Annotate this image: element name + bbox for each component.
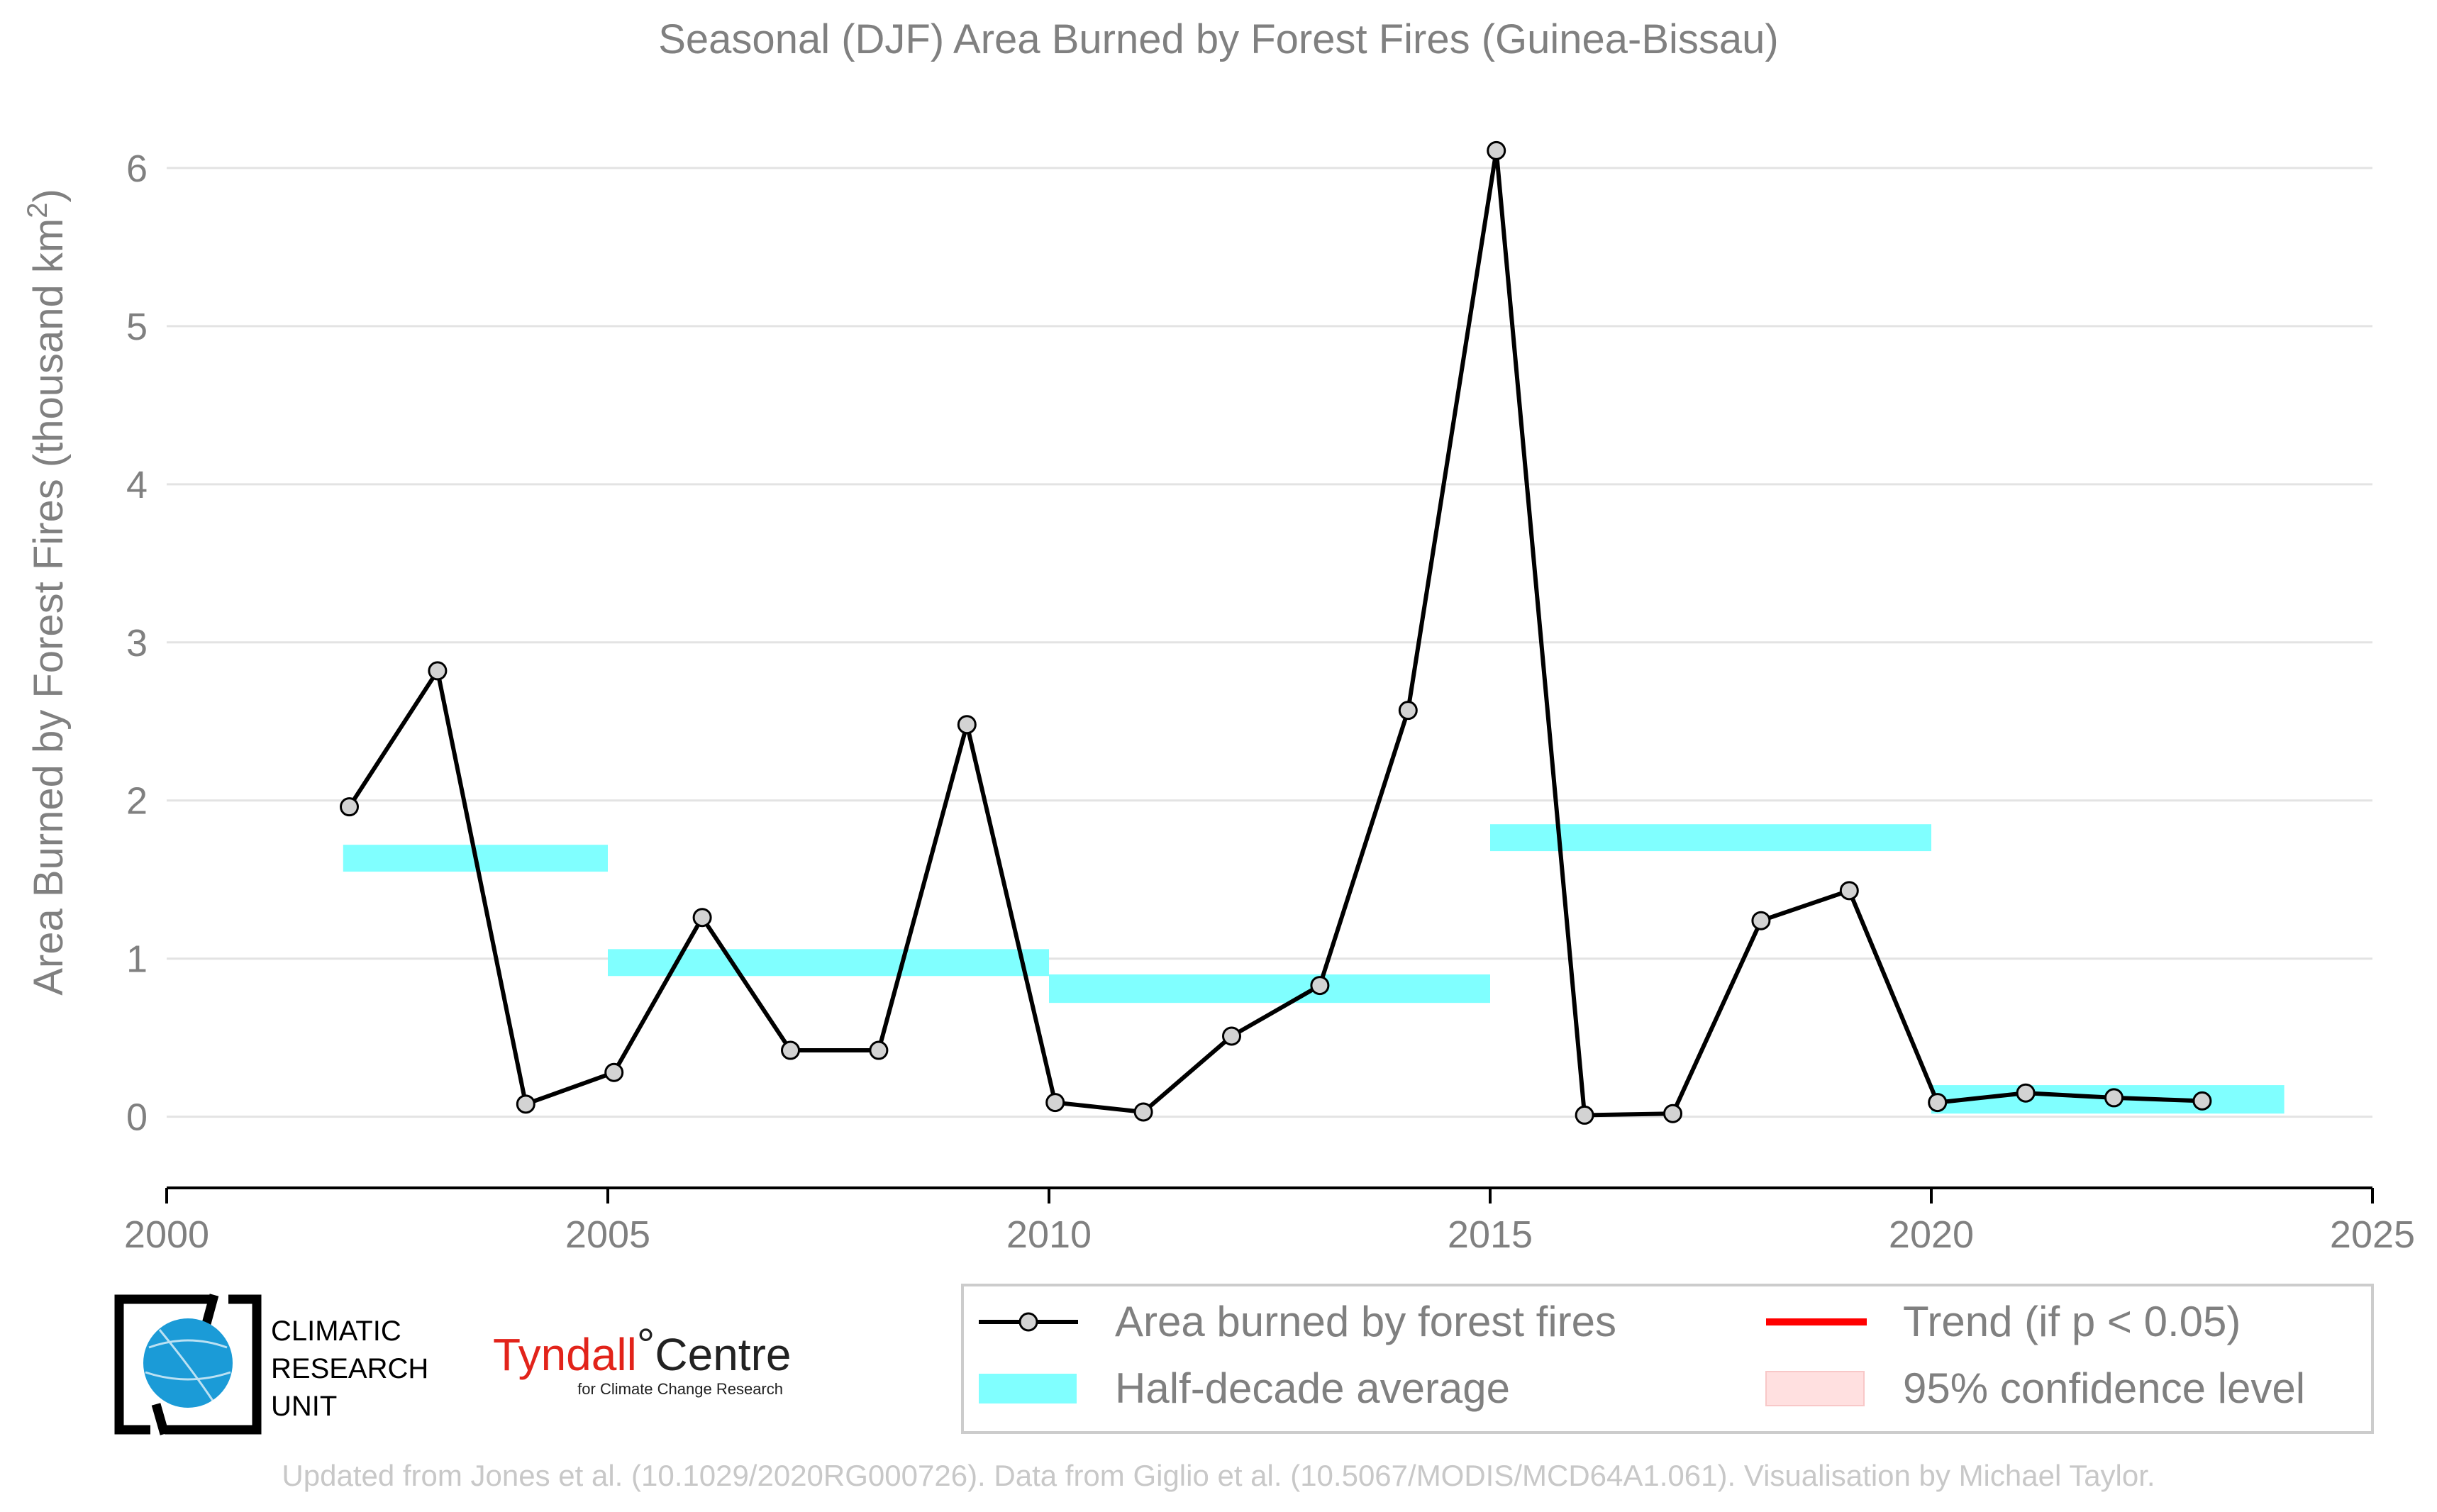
legend-confidence-label: 95% confidence level	[1903, 1364, 2305, 1412]
x-tick-label-2000: 2000	[124, 1213, 209, 1256]
data-point-2023	[2192, 1091, 2212, 1111]
x-tick-label-2025: 2025	[2330, 1213, 2415, 1256]
half-decade-band-1	[608, 949, 1049, 977]
y-tick-label-4: 4	[126, 464, 148, 506]
data-point-2022	[2104, 1088, 2124, 1108]
y-tick-label-0: 0	[126, 1096, 148, 1139]
data-point-2003	[428, 661, 448, 681]
data-point-2012	[1222, 1026, 1242, 1046]
data-point-2006	[692, 908, 712, 928]
cru-logo-slash-top	[201, 1294, 219, 1328]
grid-lines	[167, 167, 2372, 1118]
data-point-2010	[1045, 1093, 1065, 1113]
data-point-2002	[340, 797, 360, 817]
x-tick-label-2020: 2020	[1889, 1213, 1974, 1256]
cru-logo: CLIMATIC RESEARCH UNIT	[114, 1294, 428, 1435]
chart-title: Seasonal (DJF) Area Burned by Forest Fir…	[658, 16, 1779, 62]
data-point-2015	[1487, 140, 1506, 160]
half-decade-band-3	[1490, 824, 1931, 852]
data-point-2019	[1839, 881, 1859, 901]
legend-half-decade-swatch	[979, 1374, 1077, 1403]
data-point-2017	[1663, 1104, 1683, 1123]
tyndall-logo: Tyndall°Centre for Climate Change Resear…	[493, 1319, 791, 1398]
data-point-2007	[781, 1040, 801, 1060]
y-axis-label: Area Burned by Forest Fires (thousand km…	[22, 189, 72, 996]
data-point-2020	[1928, 1093, 1948, 1113]
legend-confidence-swatch	[1765, 1371, 1865, 1406]
data-point-2016	[1575, 1105, 1594, 1125]
data-point-2005	[604, 1062, 624, 1082]
cru-logo-line-3: UNIT	[271, 1391, 337, 1422]
y-tick-label-6: 6	[126, 148, 148, 190]
x-axis: 2000 2005 2010 2015 2020 2025	[124, 1186, 2415, 1256]
cru-logo-slash-bottom	[151, 1403, 170, 1435]
data-point-2008	[869, 1040, 889, 1060]
half-decade-band-2	[1049, 974, 1490, 1004]
legend-series-label: Area burned by forest fires	[1115, 1298, 1616, 1345]
data-point-2013	[1310, 976, 1330, 996]
data-point-2014	[1398, 701, 1418, 721]
data-series	[340, 140, 2212, 1125]
globe-icon-lines	[145, 1329, 231, 1401]
data-point-2018	[1751, 911, 1771, 930]
half-decade-bands	[343, 824, 2285, 1114]
data-point-2009	[957, 715, 977, 735]
y-axis: 0 1 2 3 4 5 6	[126, 148, 148, 1139]
y-tick-label-2: 2	[126, 780, 148, 823]
data-point-2021	[2016, 1083, 2036, 1103]
legend-half-decade-label: Half-decade average	[1115, 1364, 1510, 1412]
x-tick-label-2005: 2005	[565, 1213, 650, 1256]
legend-trend-label: Trend (if p < 0.05)	[1903, 1298, 2241, 1345]
x-tick-label-2015: 2015	[1448, 1213, 1533, 1256]
footer-credits: Updated from Jones et al. (10.1029/2020R…	[282, 1459, 2155, 1492]
series-line-0	[347, 148, 2203, 1118]
legend: Area burned by forest fires Trend (if p …	[961, 1284, 2374, 1434]
cru-logo-line-1: CLIMATIC	[271, 1316, 401, 1347]
data-point-2004	[516, 1094, 535, 1114]
cru-logo-line-2: RESEARCH	[271, 1353, 428, 1384]
globe-icon	[143, 1318, 233, 1408]
tyndall-logo-subtitle: for Climate Change Research	[577, 1380, 783, 1398]
x-tick-label-2010: 2010	[1006, 1213, 1092, 1256]
cru-logo-frame	[114, 1294, 262, 1435]
y-tick-label-3: 3	[126, 622, 148, 665]
legend-frame	[961, 1284, 2374, 1434]
legend-series-marker	[1018, 1312, 1038, 1332]
y-tick-label-5: 5	[126, 306, 148, 348]
y-tick-label-1: 1	[126, 938, 148, 981]
tyndall-logo-name: Tyndall°Centre	[493, 1319, 791, 1380]
data-point-2011	[1133, 1102, 1153, 1122]
